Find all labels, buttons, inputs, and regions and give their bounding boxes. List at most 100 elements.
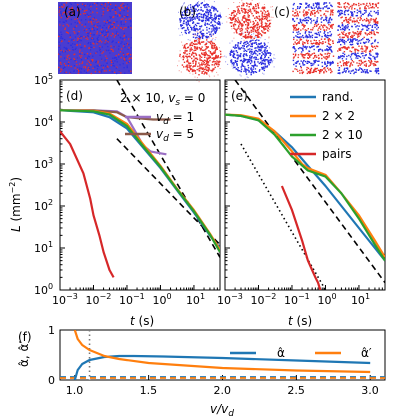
particle — [119, 15, 121, 17]
particle — [232, 46, 235, 48]
particle — [198, 35, 201, 37]
particle — [349, 32, 351, 34]
particle — [371, 25, 374, 27]
particle — [245, 43, 247, 45]
particle — [206, 32, 208, 34]
particle — [199, 49, 202, 51]
particle — [209, 41, 211, 44]
particle — [261, 54, 263, 57]
particle — [360, 71, 363, 73]
particle — [240, 22, 242, 25]
particle — [209, 76, 211, 78]
particle — [262, 53, 265, 55]
particle — [189, 39, 191, 41]
particle — [302, 64, 304, 66]
particle — [181, 32, 183, 34]
particle — [65, 20, 67, 22]
particle — [218, 15, 220, 18]
particle — [297, 54, 300, 56]
particle — [343, 53, 346, 56]
particle — [315, 20, 318, 23]
particle — [374, 47, 377, 49]
particle — [248, 58, 250, 61]
particle — [90, 60, 92, 62]
particle — [86, 57, 89, 59]
particle — [79, 53, 81, 55]
panel-d-frame — [59, 79, 221, 291]
particle — [193, 12, 195, 15]
particle — [64, 71, 66, 74]
particle — [79, 49, 81, 51]
particle — [296, 29, 299, 31]
particle — [305, 21, 308, 24]
particle — [196, 48, 199, 50]
particle — [310, 22, 312, 24]
particle — [250, 53, 252, 55]
particle — [305, 29, 308, 32]
particle — [249, 57, 252, 59]
particle — [347, 35, 349, 37]
particle — [302, 61, 304, 63]
particle — [241, 5, 243, 7]
particle — [211, 64, 213, 66]
particle — [367, 20, 370, 22]
particle — [310, 10, 312, 13]
particle — [351, 20, 354, 22]
particle — [210, 31, 212, 33]
particle — [326, 45, 328, 47]
particle — [122, 2, 124, 5]
particle — [209, 55, 211, 57]
particle — [196, 57, 198, 59]
particle — [208, 50, 210, 52]
particle — [237, 67, 239, 69]
particle — [347, 3, 349, 5]
particle — [231, 19, 233, 21]
particle — [260, 37, 262, 39]
particle — [186, 6, 189, 8]
particle — [307, 71, 310, 73]
particle — [247, 64, 249, 67]
particle — [201, 71, 203, 73]
particle — [240, 59, 242, 62]
particle — [73, 31, 75, 33]
particle — [91, 60, 94, 62]
particle — [321, 43, 323, 45]
particle — [240, 24, 242, 26]
particle — [311, 71, 314, 74]
particle — [126, 62, 128, 64]
particle — [215, 27, 217, 29]
particle — [233, 23, 236, 25]
particle — [186, 53, 188, 55]
particle — [345, 71, 347, 73]
particle — [243, 50, 245, 52]
particle — [265, 24, 267, 26]
particle — [63, 3, 65, 6]
particle — [130, 47, 132, 49]
particle — [208, 17, 210, 19]
reference-line — [234, 80, 385, 284]
particle — [243, 48, 246, 50]
particle — [230, 17, 232, 19]
particle — [256, 3, 259, 5]
particle — [358, 10, 360, 13]
particle — [186, 65, 188, 67]
particle — [246, 40, 248, 43]
particle — [210, 69, 212, 72]
particle — [368, 27, 370, 30]
particle — [112, 62, 114, 64]
particle — [193, 34, 195, 36]
particle — [106, 62, 108, 64]
particle — [246, 24, 249, 26]
particle — [247, 3, 249, 5]
particle — [247, 24, 250, 26]
particle — [181, 34, 183, 36]
particle — [63, 5, 65, 7]
particle — [197, 29, 199, 31]
particle — [241, 24, 244, 27]
particle — [322, 25, 324, 27]
particle — [254, 56, 256, 58]
particle — [365, 64, 367, 67]
particle — [81, 62, 83, 64]
particle — [304, 31, 307, 33]
particle — [210, 41, 213, 43]
